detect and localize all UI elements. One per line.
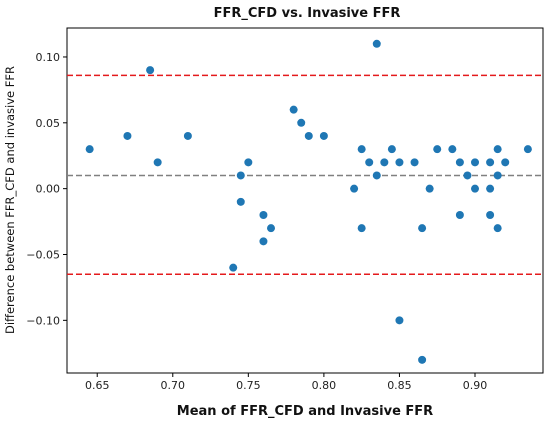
data-point-39 — [486, 210, 495, 219]
data-point-16 — [350, 184, 359, 193]
data-point-23 — [387, 145, 396, 154]
x-tick-label: 0.70 — [161, 379, 186, 392]
y-axis-ticks: −0.10 −0.05 0.00 0.05 0.10 — [26, 51, 67, 327]
data-point-7 — [236, 197, 245, 206]
data-point-0 — [85, 145, 94, 154]
data-point-13 — [297, 118, 306, 127]
y-tick-label: −0.05 — [26, 248, 60, 261]
x-axis-label: Mean of FFR_CFD and Invasive FFR — [177, 404, 433, 419]
data-point-4 — [183, 131, 192, 140]
data-point-3 — [153, 158, 162, 167]
data-point-34 — [463, 171, 472, 180]
data-point-15 — [319, 131, 328, 140]
y-axis-label: Difference between FFR_CFD and invasive … — [3, 66, 17, 334]
data-point-28 — [418, 355, 427, 364]
x-tick-label: 0.90 — [463, 379, 488, 392]
y-tick-label: 0.00 — [36, 183, 61, 196]
y-tick-label: 0.10 — [36, 51, 61, 64]
data-point-32 — [455, 158, 464, 167]
data-points — [85, 39, 532, 364]
x-tick-label: 0.75 — [236, 379, 261, 392]
x-tick-label: 0.85 — [387, 379, 412, 392]
data-point-21 — [372, 171, 381, 180]
data-point-44 — [523, 145, 532, 154]
data-point-36 — [471, 184, 479, 193]
data-point-6 — [236, 171, 245, 180]
data-point-17 — [357, 145, 366, 154]
data-point-43 — [501, 158, 510, 167]
reference-lines — [67, 74, 543, 275]
y-tick-label: 0.05 — [36, 117, 61, 130]
data-point-14 — [304, 131, 313, 140]
data-point-2 — [146, 66, 155, 75]
data-point-41 — [493, 171, 502, 180]
x-axis-ticks: 0.65 0.70 0.75 0.80 0.85 0.90 — [85, 373, 487, 392]
data-point-33 — [455, 210, 464, 219]
data-point-40 — [493, 145, 502, 154]
data-point-35 — [471, 158, 479, 167]
data-point-37 — [486, 158, 495, 167]
data-point-19 — [365, 158, 374, 167]
data-point-10 — [259, 237, 268, 246]
data-point-27 — [418, 224, 427, 233]
data-point-8 — [244, 158, 253, 167]
data-point-38 — [486, 184, 495, 193]
chart-title: FFR_CFD vs. Invasive FFR — [214, 6, 401, 21]
data-point-12 — [289, 105, 298, 114]
data-point-1 — [123, 131, 132, 140]
data-point-42 — [493, 224, 502, 233]
data-point-24 — [395, 158, 404, 167]
data-point-5 — [229, 263, 238, 272]
data-point-31 — [448, 145, 457, 154]
data-point-25 — [395, 316, 404, 325]
data-point-9 — [259, 210, 268, 219]
data-point-11 — [267, 224, 275, 233]
plot-area — [66, 27, 544, 374]
data-point-26 — [410, 158, 419, 167]
data-point-20 — [372, 39, 381, 48]
data-point-18 — [357, 224, 366, 233]
data-point-29 — [425, 184, 434, 193]
y-tick-label: −0.10 — [26, 314, 60, 327]
x-tick-label: 0.65 — [85, 379, 110, 392]
data-point-22 — [380, 158, 389, 167]
x-tick-label: 0.80 — [312, 379, 337, 392]
data-point-30 — [433, 145, 442, 154]
